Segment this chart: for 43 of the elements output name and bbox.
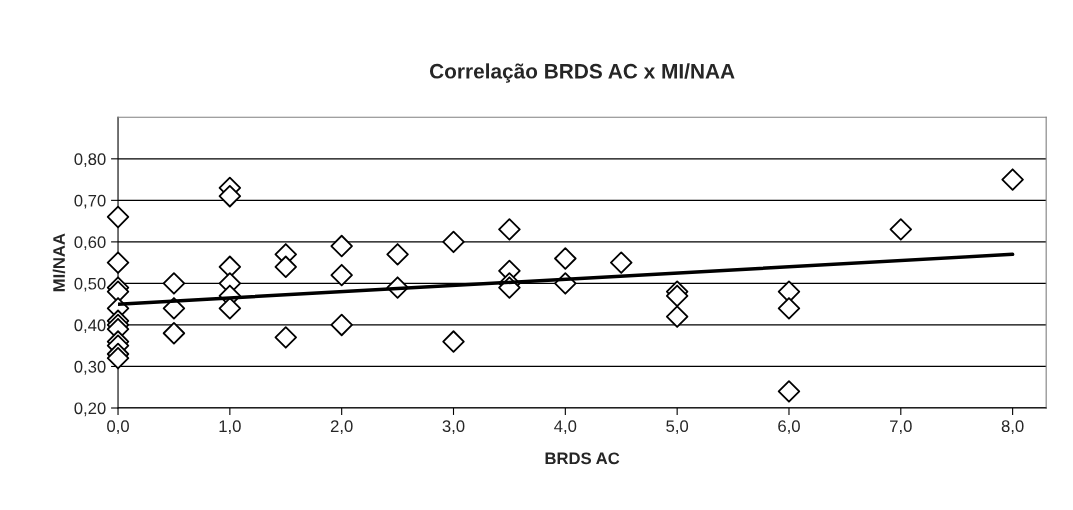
x-tick-label: 0,0 <box>107 420 129 435</box>
y-tick-label: 0,30 <box>74 360 106 375</box>
y-tick-label: 0,70 <box>74 194 106 209</box>
point <box>162 322 186 345</box>
x-tick-label: 3,0 <box>442 420 465 435</box>
point <box>777 297 801 320</box>
x-tick-label: 4,0 <box>554 420 577 435</box>
y-tick-label: 0,60 <box>74 236 106 251</box>
x-tick-label: 5,0 <box>666 420 689 435</box>
y-tick-label: 0,20 <box>74 402 106 417</box>
y-tick-label: 0,80 <box>74 153 106 167</box>
point <box>777 280 801 303</box>
point <box>274 326 297 349</box>
point <box>218 184 242 208</box>
x-tick-label: 1,0 <box>219 420 241 435</box>
point <box>498 218 521 241</box>
point <box>386 243 409 266</box>
point <box>162 272 186 295</box>
y-tick-label: 0,50 <box>74 277 106 292</box>
point <box>274 255 297 279</box>
x-tick-label: 8,0 <box>1001 420 1024 435</box>
point <box>442 230 465 254</box>
point <box>330 234 353 258</box>
point <box>610 251 633 274</box>
point <box>330 313 353 337</box>
point <box>777 380 801 403</box>
x-tick-label: 7,0 <box>890 420 912 435</box>
point <box>106 251 130 274</box>
point <box>330 263 353 287</box>
point <box>218 297 242 320</box>
y-tick-label: 0,40 <box>74 319 106 334</box>
point <box>554 247 577 270</box>
x-tick-label: 6,0 <box>778 420 800 435</box>
y-axis-title: MI/NAA <box>52 233 66 292</box>
point <box>442 330 465 353</box>
point <box>665 284 689 308</box>
point <box>665 305 689 328</box>
x-tick-label: 2,0 <box>330 420 353 435</box>
x-axis-title: BRDS AC <box>545 452 620 465</box>
point <box>1001 168 1024 191</box>
chart-title: Correlação BRDS AC x MI/NAA <box>429 63 735 83</box>
point <box>889 218 913 241</box>
point <box>106 205 130 229</box>
